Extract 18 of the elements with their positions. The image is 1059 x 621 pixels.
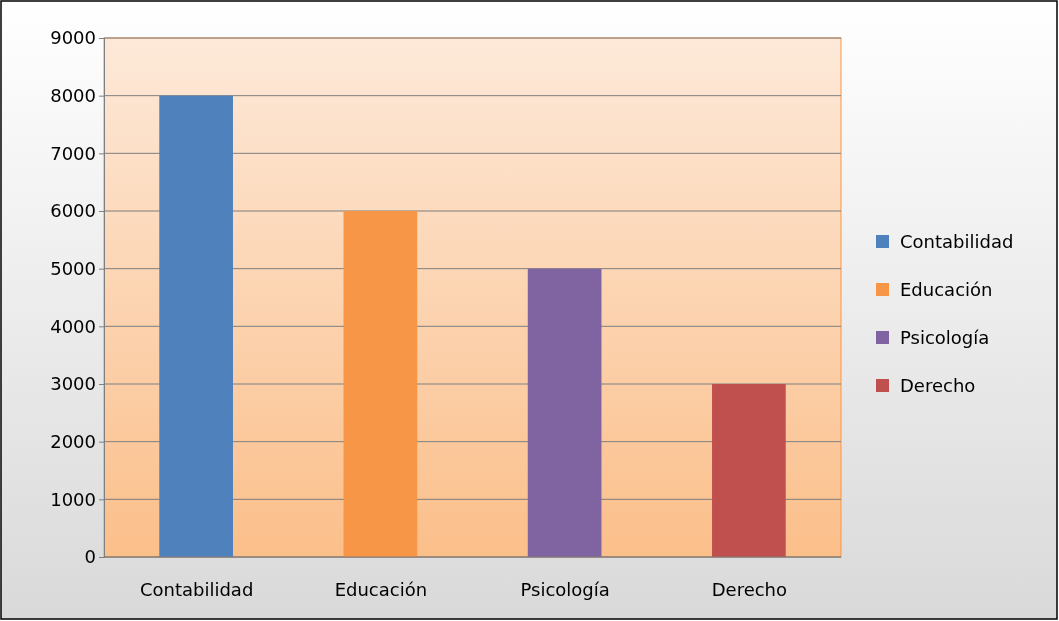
x-tick-label: Derecho <box>711 578 788 600</box>
y-tick-label: 3000 <box>50 373 96 395</box>
y-tick-label: 2000 <box>50 430 96 452</box>
legend-label: Derecho <box>900 375 976 396</box>
legend-label: Contabilidad <box>900 231 1014 252</box>
y-tick-label: 0 <box>84 546 96 568</box>
y-tick-label: 5000 <box>50 257 96 279</box>
legend-label: Educación <box>900 279 993 300</box>
y-tick-label: 9000 <box>50 27 96 49</box>
y-tick-label: 7000 <box>50 142 96 164</box>
y-tick-label: 4000 <box>50 315 96 337</box>
y-tick-label: 1000 <box>50 488 96 510</box>
x-tick-label: Educación <box>334 578 428 600</box>
y-tick-label: 6000 <box>50 200 96 222</box>
x-tick-label: Contabilidad <box>139 578 254 600</box>
legend-label: Psicología <box>900 327 990 348</box>
y-tick-label: 8000 <box>50 84 96 106</box>
x-tick-label: Psicología <box>520 578 610 600</box>
